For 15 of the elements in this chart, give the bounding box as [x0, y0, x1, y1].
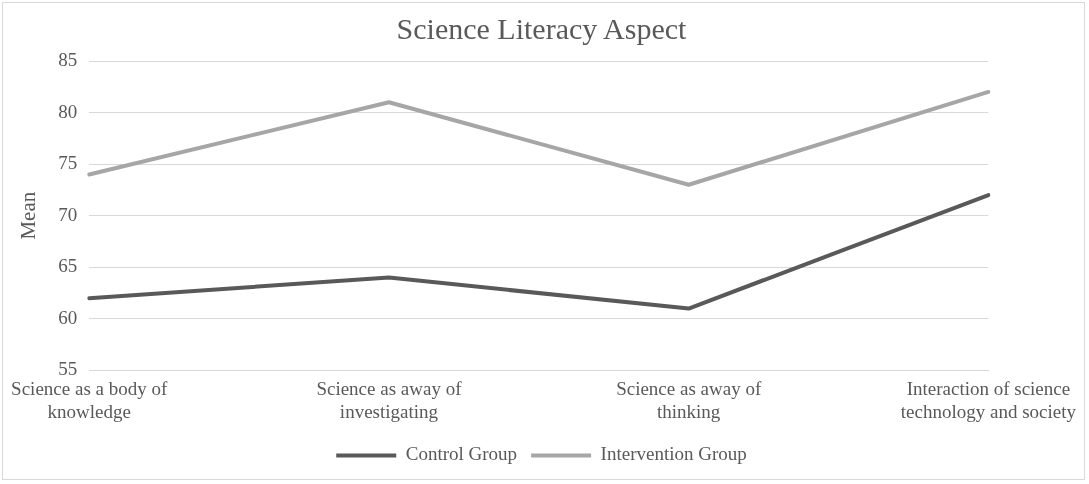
y-tick-label: 85: [58, 48, 78, 70]
legend-label: Intervention Group: [600, 443, 747, 465]
x-tick-label: Science as a body of knowledge: [11, 377, 168, 422]
y-tick-label: 80: [58, 100, 78, 122]
x-tick-label: Interaction of science technology and society: [900, 377, 1077, 422]
legend-label: Control Group: [405, 443, 518, 465]
y-tick-label: 60: [58, 306, 78, 328]
y-tick-label: 70: [58, 203, 78, 225]
y-tick-label: 55: [58, 358, 78, 380]
y-tick-label: 65: [58, 255, 78, 277]
x-tick-label: Science as away of investigating: [316, 377, 463, 422]
x-tick-label: Science as away of thinking: [616, 377, 762, 422]
y-tick-label: 75: [58, 152, 78, 174]
y-axis-title: Mean: [16, 191, 41, 240]
chart-title: Science Literacy Aspect: [396, 11, 688, 45]
